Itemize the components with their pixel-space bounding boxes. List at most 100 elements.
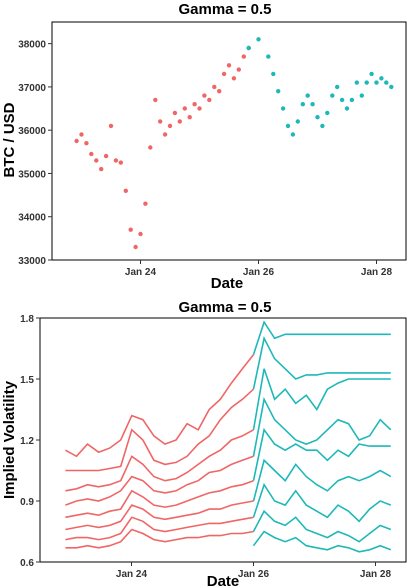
volatility-line xyxy=(252,509,392,543)
data-point xyxy=(207,97,212,103)
x-axis-label: Date xyxy=(211,275,244,290)
y-tick-label: 34000 xyxy=(18,213,46,224)
plot-area xyxy=(51,21,407,261)
volatility-line xyxy=(65,388,255,472)
data-point xyxy=(158,119,163,124)
data-point xyxy=(113,158,119,163)
x-axis-label: Date xyxy=(207,573,240,588)
data-point xyxy=(241,54,246,59)
data-point xyxy=(276,89,281,94)
data-point xyxy=(374,80,379,85)
x-axis-ticks: Jan 24 Jan 26 Jan 28 xyxy=(116,562,392,580)
volatility-line xyxy=(252,482,392,523)
data-point xyxy=(138,231,143,237)
y-tick-label: 0.9 xyxy=(20,497,34,508)
data-point xyxy=(290,132,296,137)
data-points xyxy=(74,37,394,250)
volatility-line xyxy=(252,396,392,457)
data-point xyxy=(330,93,335,98)
y-axis-label: Implied Volatility xyxy=(1,380,18,499)
y-tick-label: 0.6 xyxy=(20,558,34,569)
data-point xyxy=(202,93,207,98)
data-point xyxy=(143,201,148,206)
x-axis-ticks: Jan 24 Jan 26 Jan 28 xyxy=(125,260,393,278)
data-point xyxy=(246,45,251,51)
data-point xyxy=(295,119,300,124)
data-point xyxy=(325,110,330,116)
x-tick-label: Jan 24 xyxy=(116,569,148,580)
data-point xyxy=(118,160,124,165)
data-point xyxy=(320,123,325,129)
volatility-line xyxy=(252,530,392,553)
volatility-lines xyxy=(65,320,392,553)
data-point xyxy=(339,97,345,103)
volatility-line xyxy=(65,354,255,458)
data-point xyxy=(123,188,128,193)
y-axis-label: BTC / USD xyxy=(1,102,18,177)
data-point xyxy=(315,115,320,120)
data-point xyxy=(221,71,227,77)
data-point xyxy=(89,151,94,157)
volatility-line xyxy=(252,320,391,355)
data-point xyxy=(384,80,389,85)
data-point xyxy=(187,115,192,120)
y-tick-label: 35000 xyxy=(18,169,46,180)
data-point xyxy=(103,153,109,159)
volatility-line xyxy=(65,500,254,531)
y-axis-ticks: 0.6 0.9 1.2 1.5 1.8 xyxy=(20,314,40,569)
data-point xyxy=(285,123,291,129)
data-point xyxy=(94,158,99,163)
data-point xyxy=(148,145,153,150)
data-point xyxy=(349,97,355,103)
data-point xyxy=(231,76,237,81)
y-tick-label: 33000 xyxy=(18,256,46,267)
data-point xyxy=(167,123,173,129)
data-point xyxy=(197,106,202,111)
y-tick-label: 1.8 xyxy=(20,314,34,325)
chart-title: Gamma = 0.5 xyxy=(179,299,272,316)
data-point xyxy=(359,93,364,98)
data-point xyxy=(74,138,79,144)
data-point xyxy=(182,106,187,111)
volatility-line xyxy=(65,528,254,549)
y-tick-label: 36000 xyxy=(18,126,46,137)
data-point xyxy=(300,102,305,107)
data-point xyxy=(266,54,271,59)
data-point xyxy=(84,141,89,146)
data-point xyxy=(212,84,217,90)
volatility-line xyxy=(252,458,392,502)
y-tick-label: 1.5 xyxy=(20,375,34,386)
data-point xyxy=(354,80,359,85)
x-tick-label: Jan 28 xyxy=(360,569,392,580)
x-tick-label: Jan 26 xyxy=(238,569,270,580)
y-tick-label: 37000 xyxy=(18,83,46,94)
chart-title: Gamma = 0.5 xyxy=(179,1,272,18)
data-point xyxy=(280,106,286,111)
y-tick-label: 1.2 xyxy=(20,436,34,447)
implied-volatility-chart: Gamma = 0.5 0.6 0.9 1.2 1.5 1.8 Jan 24 Jan 26… xyxy=(1,299,407,588)
x-tick-label: Jan 28 xyxy=(361,267,393,278)
data-point xyxy=(172,110,178,116)
data-point xyxy=(271,71,276,77)
x-tick-label: Jan 24 xyxy=(125,267,157,278)
volatility-line xyxy=(65,516,254,541)
volatility-line xyxy=(252,427,391,481)
data-point xyxy=(99,166,104,172)
data-point xyxy=(153,97,158,103)
y-axis-ticks: 33000 34000 35000 36000 37000 38000 xyxy=(18,40,52,267)
data-point xyxy=(162,132,168,137)
data-point xyxy=(177,119,182,124)
data-point xyxy=(128,227,133,232)
plot-area xyxy=(39,317,407,563)
data-point xyxy=(369,71,374,77)
volatility-line xyxy=(65,455,254,506)
y-tick-label: 38000 xyxy=(18,40,46,51)
data-point xyxy=(133,244,138,250)
data-point xyxy=(305,93,310,98)
data-point xyxy=(389,84,394,90)
data-point xyxy=(192,102,197,107)
volatility-line xyxy=(65,429,254,492)
data-point xyxy=(217,89,222,94)
data-point xyxy=(108,123,114,129)
volatility-line xyxy=(252,335,391,390)
